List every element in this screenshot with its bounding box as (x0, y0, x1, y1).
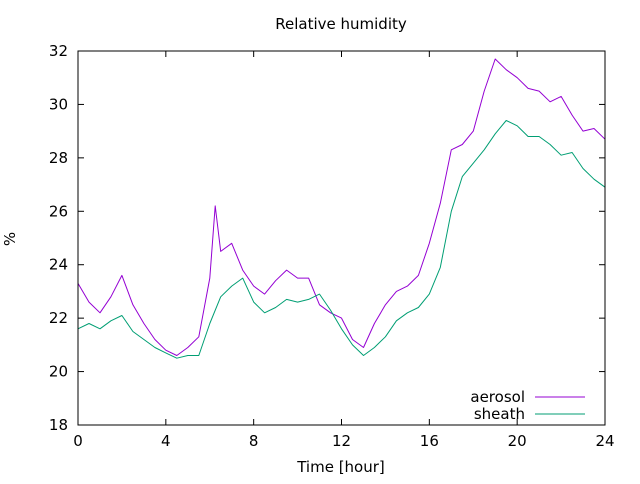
x-tick-label: 0 (73, 432, 83, 450)
series-lines (77, 58, 606, 359)
y-tick-label: 20 (49, 363, 68, 381)
y-tick-label: 22 (49, 309, 68, 327)
series-line-sheath (77, 120, 606, 359)
y-tick-label: 26 (49, 202, 68, 220)
x-tick-label: 24 (595, 432, 614, 450)
y-tick-label: 24 (49, 256, 68, 274)
y-tick-label: 30 (49, 95, 68, 113)
x-tick-label: 12 (332, 432, 351, 450)
x-axis-label: Time [hour] (296, 458, 385, 476)
y-tick-label: 28 (49, 149, 68, 167)
chart-title: Relative humidity (275, 15, 407, 33)
x-tick-label: 20 (508, 432, 527, 450)
x-tick-label: 4 (161, 432, 171, 450)
legend-label-sheath: sheath (474, 405, 525, 423)
series-line-aerosol (77, 58, 606, 356)
legend-label-aerosol: aerosol (470, 388, 525, 406)
x-tick-label: 16 (420, 432, 439, 450)
y-axis-label: % (1, 232, 19, 246)
y-tick-label: 18 (49, 416, 68, 434)
y-tick-label: 32 (49, 42, 68, 60)
x-tick-label: 8 (249, 432, 259, 450)
plot-frame (77, 50, 606, 426)
axis-ticks: 0 4 8 12 16 20 24 18 20 22 24 26 28 30 32 (49, 42, 615, 450)
